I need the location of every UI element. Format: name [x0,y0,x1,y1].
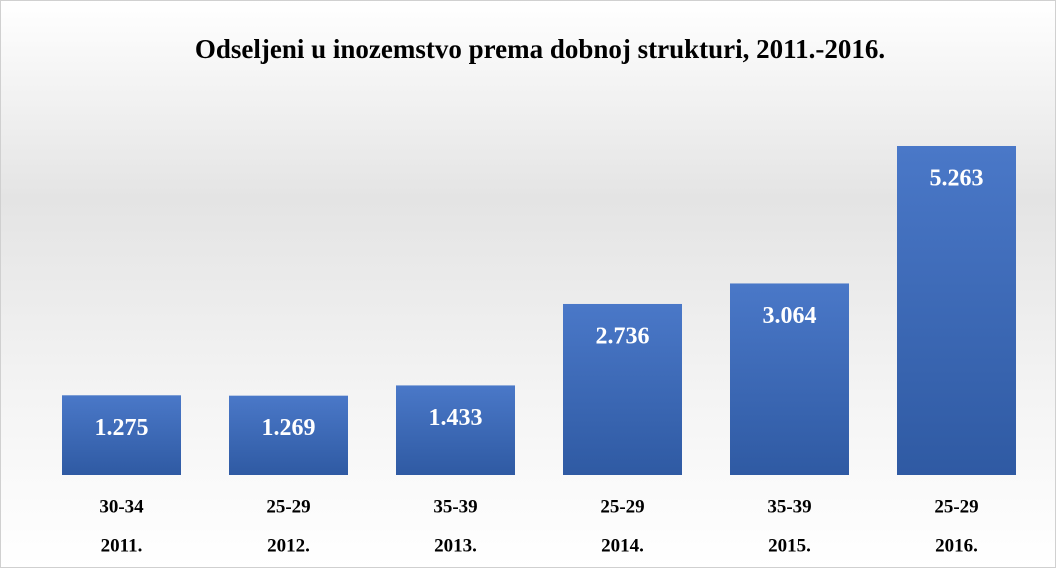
value-label: 1.275 [95,415,149,441]
value-label: 3.064 [763,303,817,329]
x-tick-label: 2012. [267,535,310,556]
value-label: 1.269 [262,415,316,441]
value-label: 2.736 [596,323,650,349]
x-tick-label: 25-29 [266,496,310,517]
bar [229,395,348,475]
bar [563,303,682,475]
value-label: 5.263 [930,166,984,192]
x-tick-label: 35-39 [767,496,811,517]
value-label: 1.433 [429,405,483,431]
x-tick-label: 2014. [601,535,644,556]
x-tick-label: 2013. [434,535,477,556]
bar [730,283,849,475]
x-tick-label: 2011. [101,535,143,556]
x-tick-label: 2015. [768,535,811,556]
bar [62,395,181,475]
bar [396,385,515,475]
bar [897,146,1016,475]
x-tick-label: 35-39 [433,496,477,517]
x-tick-label: 30-34 [99,496,144,517]
x-tick-label: 2016. [935,535,978,556]
chart-title: Odseljeni u inozemstvo prema dobnoj stru… [195,34,885,64]
x-tick-label: 25-29 [934,496,978,517]
x-tick-label: 25-29 [600,496,644,517]
